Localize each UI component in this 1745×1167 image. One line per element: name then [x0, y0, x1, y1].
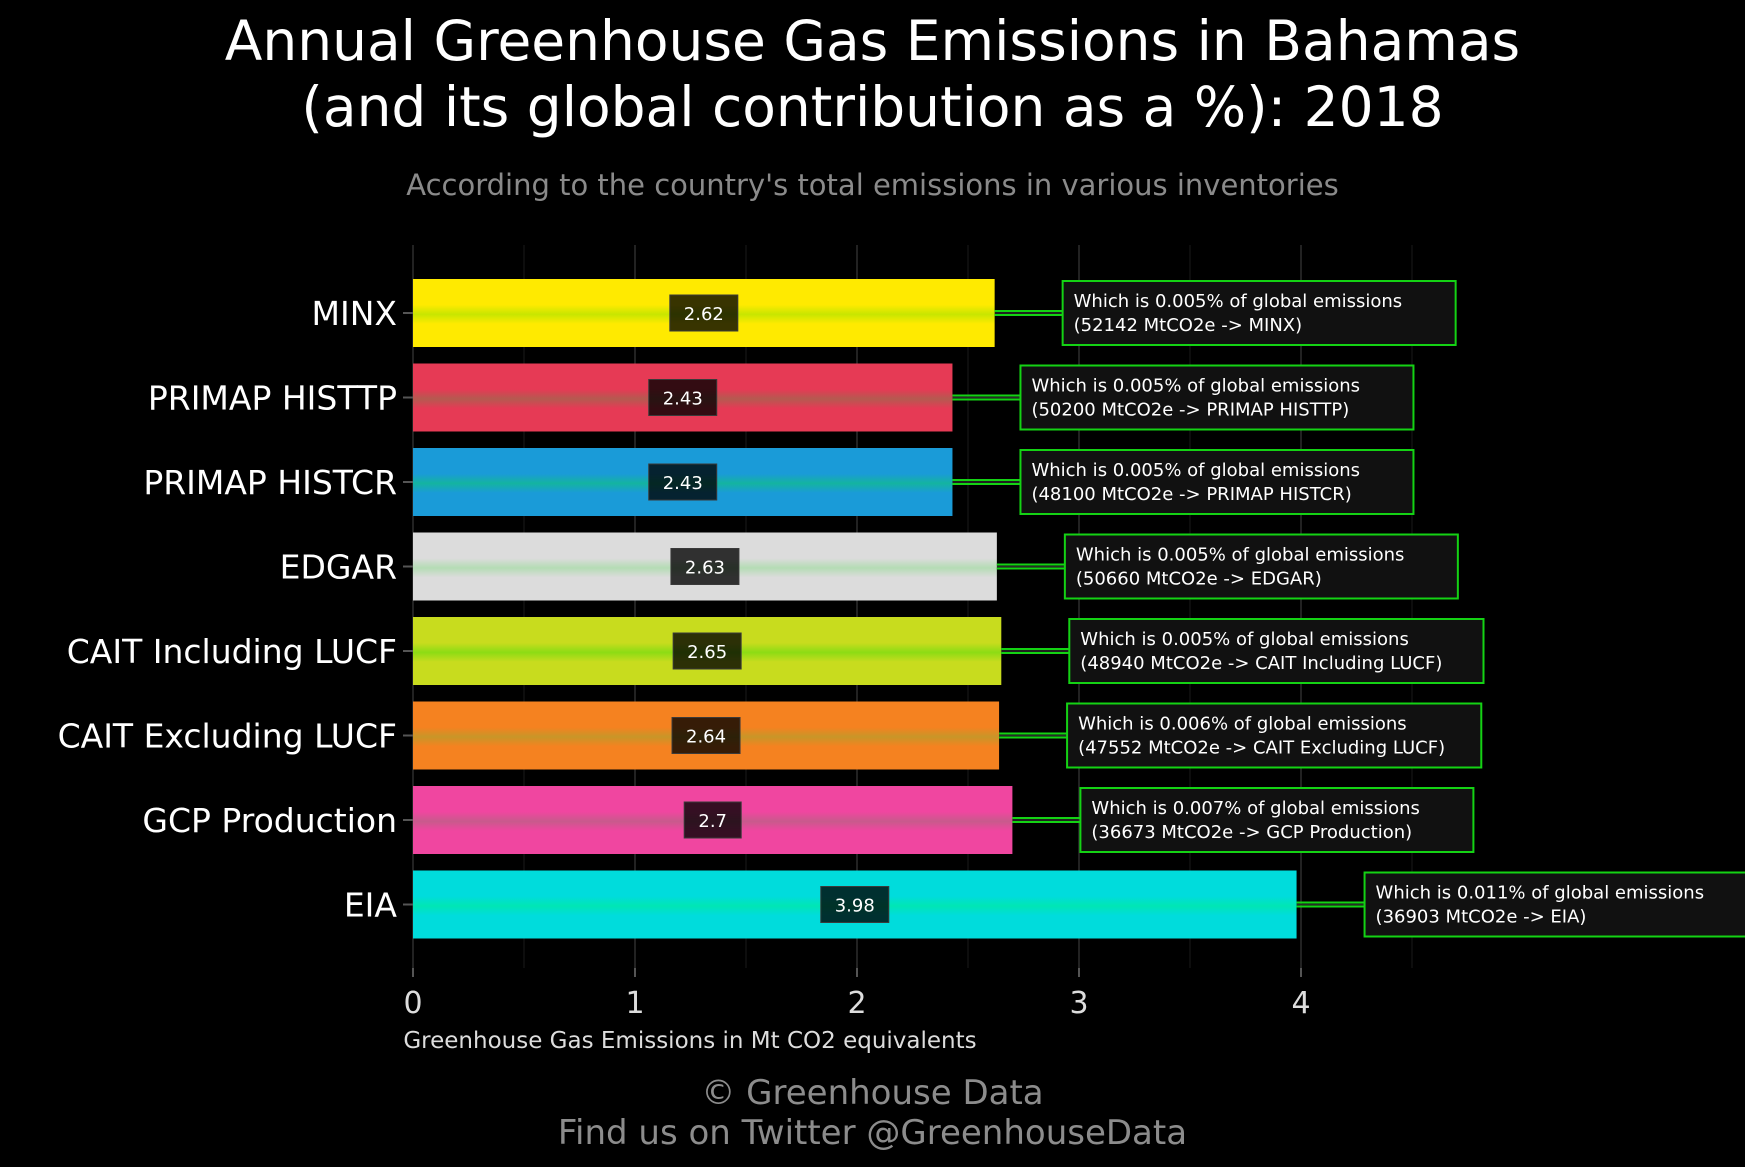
x-axis-label: Greenhouse Gas Emissions in Mt CO2 equiv…	[403, 1028, 976, 1054]
annotation-line-1: Which is 0.005% of global emissions	[1031, 376, 1360, 397]
annotation-box	[1019, 449, 1415, 515]
labels-layer: 2.62 Which is 0.005% of global emissions (…	[648, 280, 1745, 938]
value-label: 2.7	[698, 811, 727, 832]
chart-title: Annual Greenhouse Gas Emissions in Baham…	[0, 8, 1745, 140]
chart-title-line-2: (and its global contribution as a %): 20…	[301, 75, 1444, 139]
annotation-box	[1019, 364, 1415, 431]
annotation-box	[1068, 618, 1485, 684]
annotation-box	[1079, 787, 1475, 853]
annotation-box	[1061, 280, 1457, 346]
category-label: CAIT Including LUCF	[67, 632, 397, 671]
category-label: PRIMAP HISTCR	[143, 463, 397, 502]
annotation-line-1: Which is 0.005% of global emissions	[1031, 460, 1360, 481]
annotation-box	[1066, 702, 1483, 769]
annotation-line-2: (36673 MtCO2e -> GCP Production)	[1091, 822, 1412, 843]
x-tick-label: 0	[403, 986, 422, 1021]
annotation-line-2: (50200 MtCO2e -> PRIMAP HISTTP)	[1031, 400, 1349, 421]
annotation-line-1: Which is 0.007% of global emissions	[1091, 798, 1420, 819]
chart-subtitle: According to the country's total emissio…	[406, 168, 1339, 202]
category-label: EIA	[344, 886, 398, 925]
category-label: GCP Production	[142, 801, 397, 840]
value-label-box	[648, 379, 718, 416]
value-label-box	[671, 717, 741, 754]
value-label-box	[669, 294, 739, 332]
annotation-line-2: (48100 MtCO2e -> PRIMAP HISTCR)	[1031, 484, 1351, 505]
value-label: 3.98	[835, 896, 875, 917]
x-tick-label: 2	[847, 986, 866, 1021]
annotation-box	[1363, 871, 1745, 938]
annotation-line-1: Which is 0.006% of global emissions	[1078, 714, 1407, 735]
axis-layer: MINX PRIMAP HISTTP PRIMAP HISTCR EDGAR CAIT …	[58, 294, 1311, 1054]
bars-layer	[413, 279, 1297, 939]
annotation-line-1: Which is 0.005% of global emissions	[1074, 291, 1403, 312]
annotation-line-2: (36903 MtCO2e -> EIA)	[1376, 907, 1587, 928]
annotation-line-2: (48940 MtCO2e -> CAIT Including LUCF)	[1080, 653, 1442, 674]
annotation-line-1: Which is 0.005% of global emissions	[1080, 629, 1409, 650]
annotation-line-2: (52142 MtCO2e -> MINX)	[1074, 315, 1303, 336]
annotation-line-2: (50660 MtCO2e -> EDGAR)	[1076, 569, 1322, 590]
value-label: 2.65	[687, 642, 727, 663]
value-label-box	[820, 886, 890, 923]
value-label: 2.62	[684, 304, 724, 325]
category-label: MINX	[312, 294, 398, 333]
footer-copyright: © Greenhouse Data	[701, 1073, 1044, 1113]
value-label-box	[648, 463, 718, 501]
value-label: 2.64	[686, 727, 726, 748]
value-label: 2.63	[685, 558, 725, 579]
footer-twitter: Find us on Twitter @GreenhouseData	[557, 1113, 1188, 1153]
value-label: 2.43	[663, 473, 703, 494]
x-tick-label: 4	[1291, 986, 1310, 1021]
x-tick-label: 3	[1069, 986, 1088, 1021]
category-label: EDGAR	[280, 548, 397, 587]
category-label: CAIT Excluding LUCF	[58, 717, 397, 756]
footer: © Greenhouse Data Find us on Twitter @Gr…	[0, 1073, 1745, 1153]
chart-title-line-1: Annual Greenhouse Gas Emissions in Baham…	[224, 9, 1521, 73]
annotation-line-1: Which is 0.011% of global emissions	[1376, 883, 1705, 904]
annotation-box	[1063, 533, 1459, 600]
value-label-box	[670, 548, 740, 585]
grid-layer	[412, 245, 1413, 968]
category-label: PRIMAP HISTTP	[148, 379, 397, 418]
value-label-box	[672, 632, 742, 670]
annotation-line-2: (47552 MtCO2e -> CAIT Excluding LUCF)	[1078, 738, 1445, 759]
value-label-box	[683, 801, 742, 839]
annotation-line-1: Which is 0.005% of global emissions	[1076, 545, 1405, 566]
value-label: 2.43	[663, 389, 703, 410]
x-tick-label: 1	[625, 986, 644, 1021]
